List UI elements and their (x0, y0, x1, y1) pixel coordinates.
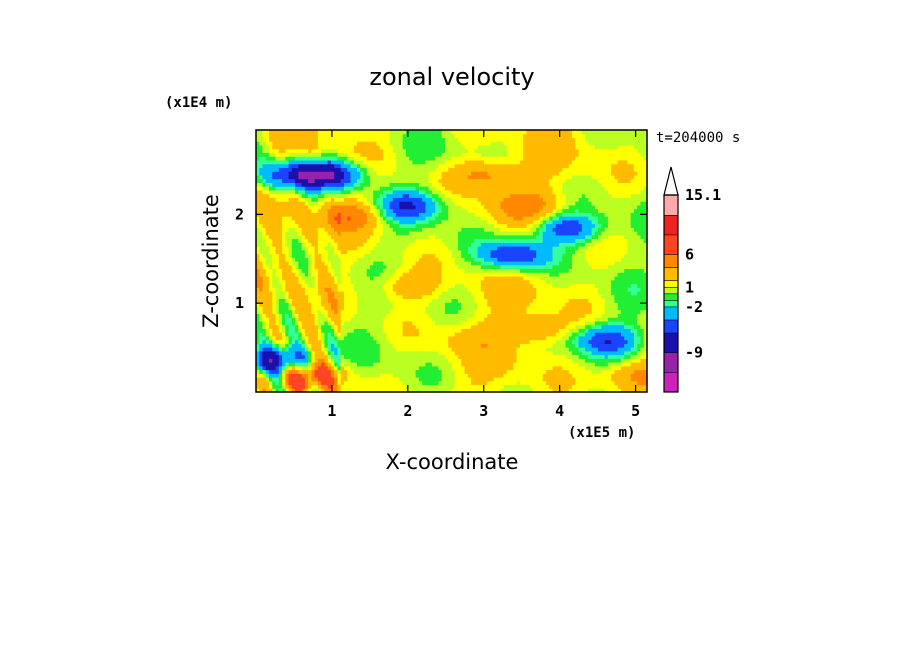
contour-field (256, 130, 648, 393)
y-units-label: (x1E4 m) (165, 95, 232, 111)
time-label: t=204000 s (656, 130, 740, 146)
chart-title: zonal velocity (369, 63, 534, 91)
